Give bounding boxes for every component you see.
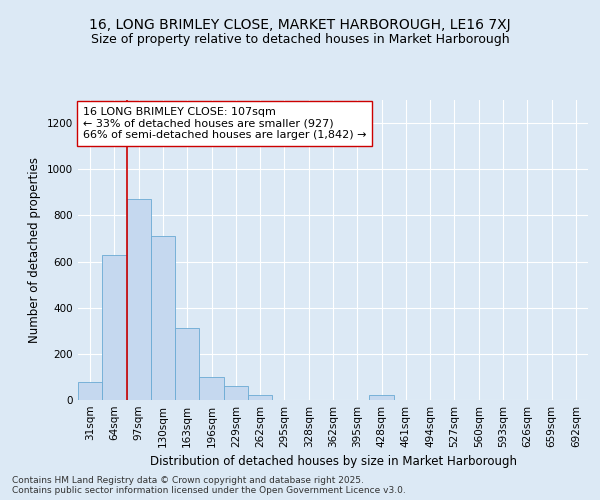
Text: 16 LONG BRIMLEY CLOSE: 107sqm
← 33% of detached houses are smaller (927)
66% of : 16 LONG BRIMLEY CLOSE: 107sqm ← 33% of d… — [83, 107, 367, 140]
Bar — [78, 382, 102, 400]
Bar — [370, 396, 394, 400]
Text: Contains HM Land Registry data © Crown copyright and database right 2025.
Contai: Contains HM Land Registry data © Crown c… — [12, 476, 406, 495]
Bar — [224, 386, 248, 400]
Bar — [248, 396, 272, 400]
Bar — [102, 254, 127, 400]
Text: Size of property relative to detached houses in Market Harborough: Size of property relative to detached ho… — [91, 32, 509, 46]
Bar — [199, 377, 224, 400]
Y-axis label: Number of detached properties: Number of detached properties — [28, 157, 41, 343]
Text: 16, LONG BRIMLEY CLOSE, MARKET HARBOROUGH, LE16 7XJ: 16, LONG BRIMLEY CLOSE, MARKET HARBOROUG… — [89, 18, 511, 32]
Bar — [151, 236, 175, 400]
Bar — [127, 199, 151, 400]
X-axis label: Distribution of detached houses by size in Market Harborough: Distribution of detached houses by size … — [149, 456, 517, 468]
Bar — [175, 328, 199, 400]
